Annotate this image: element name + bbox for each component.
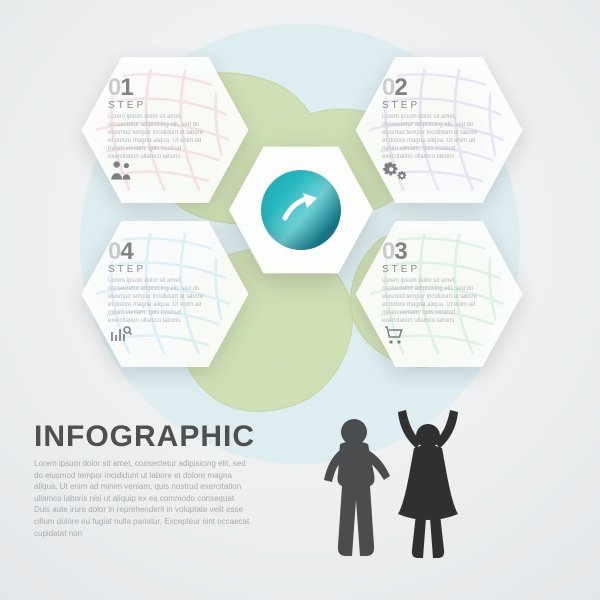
step-number: 01 xyxy=(108,74,224,102)
analytics-icon xyxy=(108,322,134,348)
infographic-stage: 01 STEP Lorem ipsum dolor sit amet, cons… xyxy=(0,0,600,600)
cart-icon xyxy=(382,322,408,348)
step-description: Lorem ipsum dolor sit amet, consectetur … xyxy=(108,113,208,162)
hex-step-03: 03 STEP Lorem ipsum dolor sit amet, cons… xyxy=(352,218,526,370)
step-number: 03 xyxy=(382,238,498,266)
headline-paragraph: Lorem ipsum dolor sit amet, consectetur … xyxy=(34,458,254,539)
hex-step-02: 02 STEP Lorem ipsum dolor sit amet, cons… xyxy=(352,54,526,206)
step-label: STEP xyxy=(382,264,498,275)
step-number: 04 xyxy=(108,238,224,266)
step-label: STEP xyxy=(108,264,224,275)
step-label: STEP xyxy=(108,100,224,111)
step-description: Lorem ipsum dolor sit amet, consectetur … xyxy=(382,113,482,162)
step-description: Lorem ipsum dolor sit amet, consectetur … xyxy=(108,277,208,326)
growth-globe-icon xyxy=(261,170,341,250)
headline: INFOGRAPHIC xyxy=(34,420,255,454)
step-description: Lorem ipsum dolor sit amet, consectetur … xyxy=(382,277,482,326)
business-people-illustration xyxy=(296,406,496,586)
step-number: 02 xyxy=(382,74,498,102)
people-icon xyxy=(108,158,134,184)
step-label: STEP xyxy=(382,100,498,111)
headline-text: INFOGRAPHIC xyxy=(34,420,255,454)
hex-center xyxy=(226,144,376,276)
gears-icon xyxy=(382,158,408,184)
